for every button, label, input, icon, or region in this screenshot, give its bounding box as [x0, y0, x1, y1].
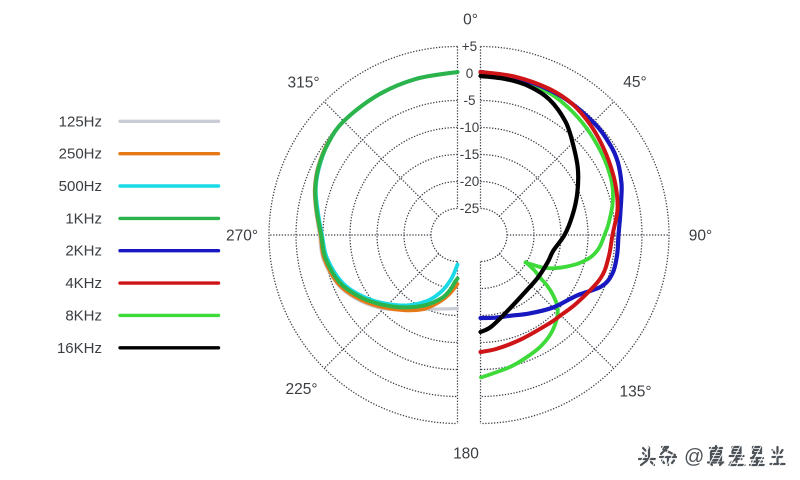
svg-text:180: 180 — [453, 446, 479, 463]
svg-text:250Hz: 250Hz — [59, 146, 102, 163]
svg-text:90°: 90° — [689, 228, 712, 245]
svg-text:-20: -20 — [460, 174, 480, 189]
svg-text:+5: +5 — [462, 39, 477, 54]
svg-text:225°: 225° — [285, 381, 317, 398]
svg-text:16KHz: 16KHz — [57, 340, 102, 357]
svg-text:315°: 315° — [287, 75, 319, 92]
svg-text:0: 0 — [466, 66, 474, 81]
svg-text:4KHz: 4KHz — [65, 275, 102, 292]
svg-text:2KHz: 2KHz — [65, 243, 102, 260]
svg-text:45°: 45° — [623, 74, 646, 91]
svg-text:135°: 135° — [619, 384, 651, 401]
svg-text:-10: -10 — [460, 120, 480, 135]
svg-text:270°: 270° — [226, 228, 258, 245]
svg-text:500Hz: 500Hz — [59, 178, 102, 195]
svg-text:8KHz: 8KHz — [65, 307, 102, 324]
svg-text:1KHz: 1KHz — [65, 210, 102, 227]
svg-text:0°: 0° — [463, 12, 478, 29]
svg-text:-15: -15 — [460, 147, 480, 162]
svg-text:-5: -5 — [463, 93, 475, 108]
svg-text:-25: -25 — [460, 201, 480, 216]
svg-text:125Hz: 125Hz — [59, 113, 102, 130]
svg-text:@: @ — [684, 446, 704, 468]
